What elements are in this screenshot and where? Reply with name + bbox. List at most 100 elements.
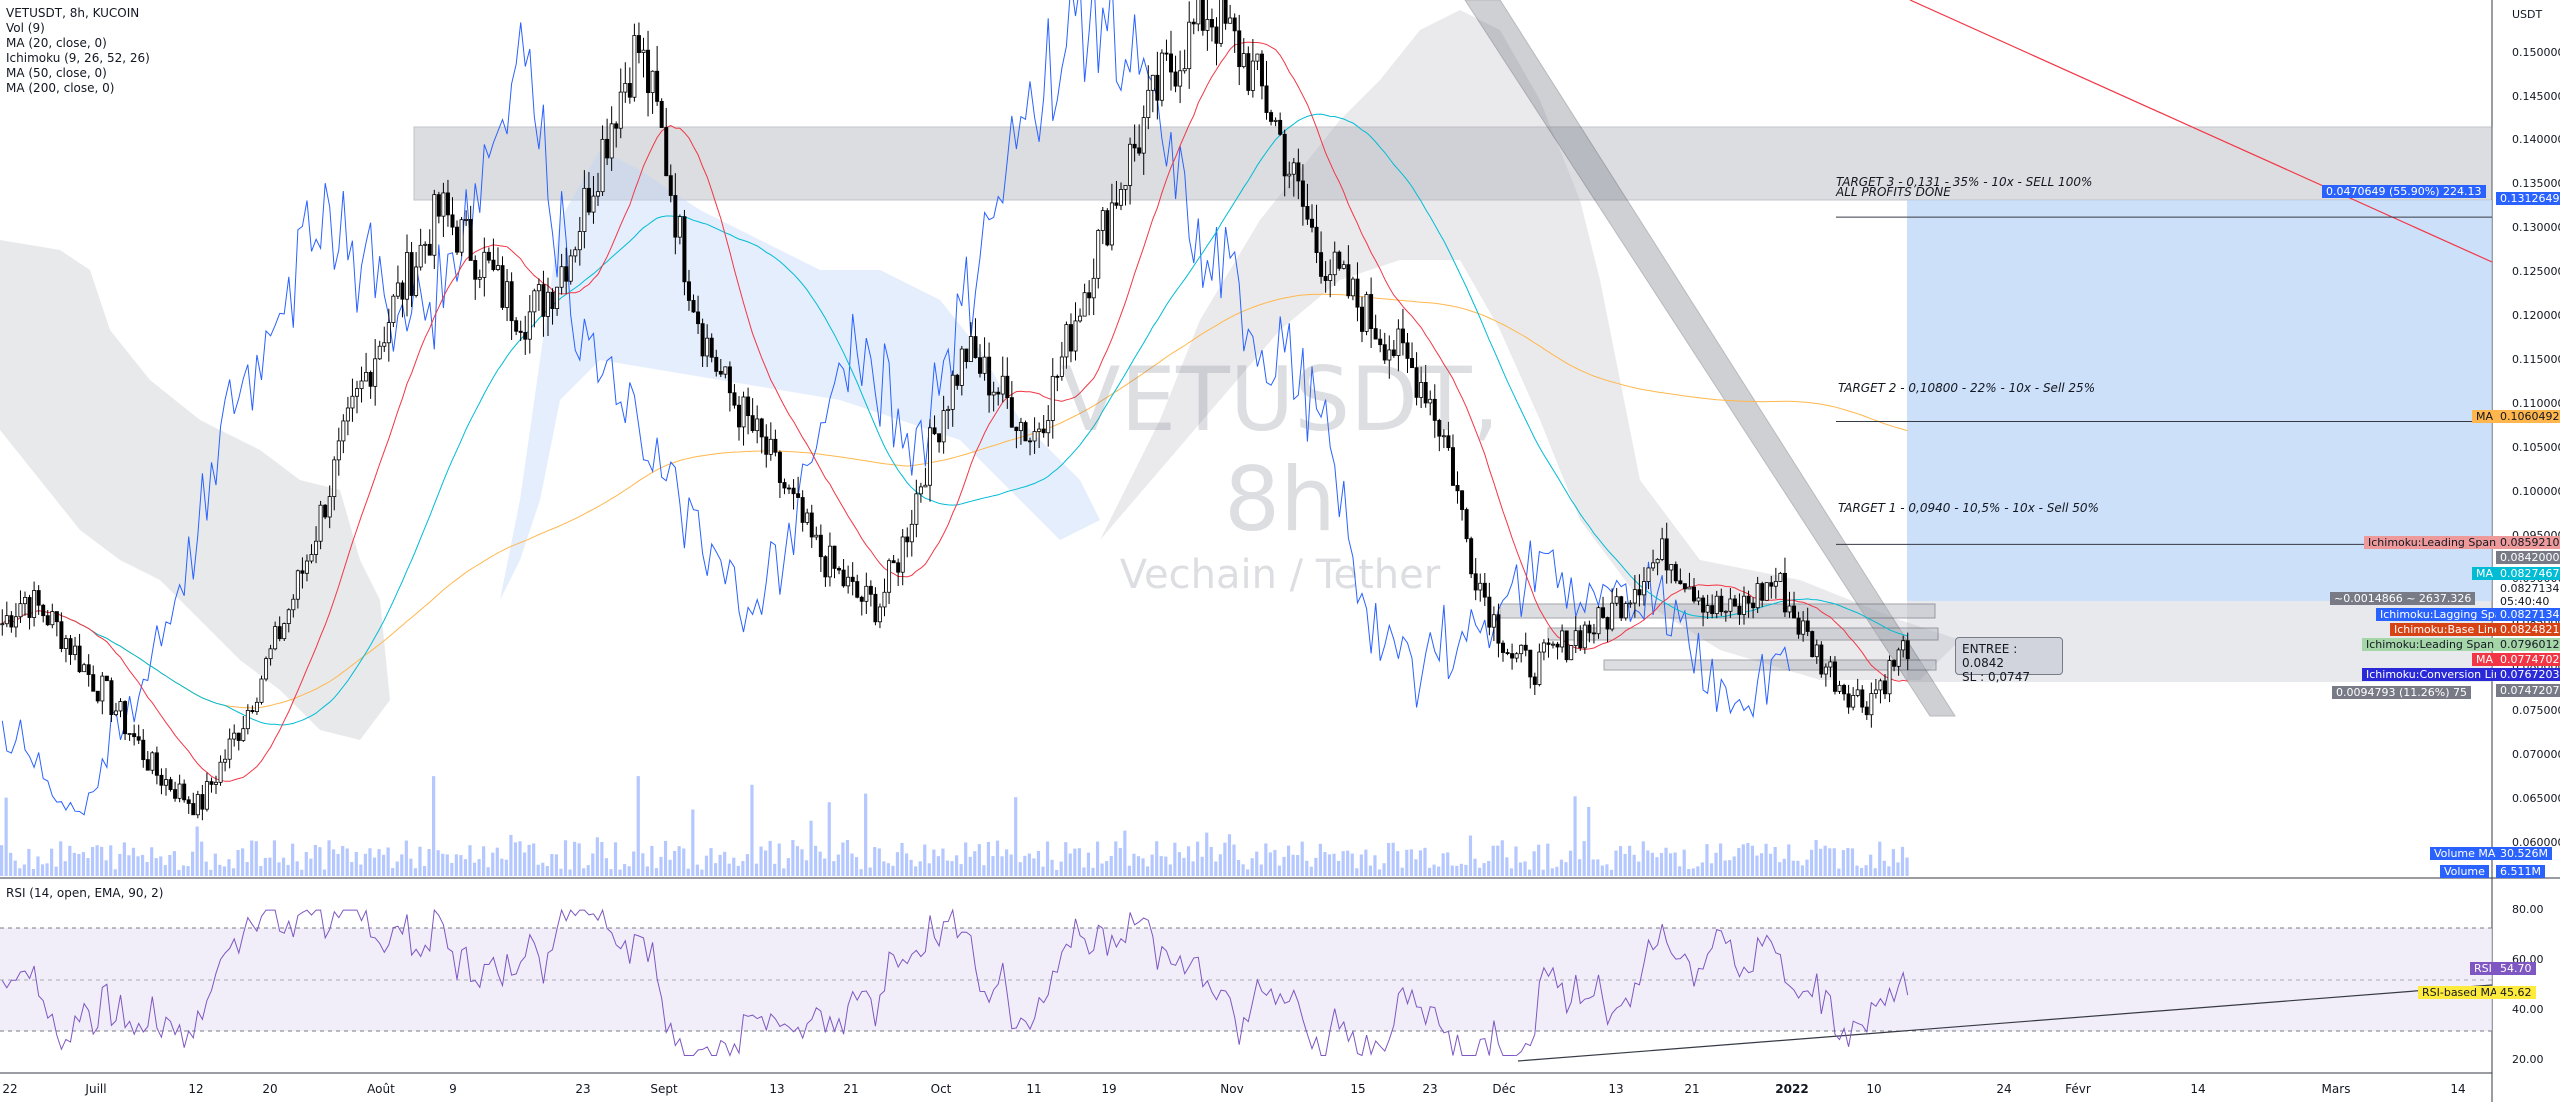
volume-bar (950, 861, 954, 876)
legend-indicator-vol[interactable]: Vol (9) (6, 21, 45, 35)
legend-indicator-ma200[interactable]: MA (200, close, 0) (6, 81, 115, 95)
volume-bar (236, 849, 240, 876)
candle-body (1696, 597, 1701, 602)
candle-body (1487, 596, 1492, 628)
volume-bar (1246, 869, 1250, 876)
volume-bar (522, 852, 527, 876)
volume-bar (814, 845, 818, 876)
candle-body (636, 35, 641, 53)
candle-body (1091, 277, 1096, 299)
volume-bar (209, 869, 213, 876)
legend-indicator-ma50[interactable]: MA (50, close, 0) (6, 66, 107, 80)
range-measure-label[interactable]: ~0.0014866 ~ 2637.326 (2330, 592, 2476, 605)
volume-bar (363, 853, 367, 876)
candle-body (1264, 85, 1269, 113)
candle-body (527, 311, 532, 340)
volume-bar (1095, 841, 1100, 876)
target3-label[interactable]: TARGET 3 - 0,131 - 35% - 10x - SELL 100% (1836, 175, 2093, 189)
volume-bar (427, 848, 431, 876)
volume-bar (1127, 865, 1131, 876)
volume-bar (1132, 853, 1136, 876)
rsi-ma-tag-name: RSI-based MA (2418, 986, 2502, 999)
time-axis-label: Déc (1492, 1082, 1516, 1096)
resistance-zone[interactable] (413, 126, 2493, 201)
volume-bar (1409, 849, 1413, 876)
candle-body (1523, 644, 1528, 651)
candle-body (245, 710, 250, 730)
candle-body (1801, 620, 1806, 635)
volume-bar (263, 857, 267, 876)
volume-bar (163, 865, 167, 876)
target-zone[interactable] (1907, 200, 2492, 601)
candle-body (668, 175, 673, 196)
support-box-2[interactable] (1547, 627, 1939, 641)
long-trendline[interactable] (1909, 0, 2493, 263)
volume-bar (432, 776, 436, 876)
candle-body (714, 356, 719, 372)
candle-body (36, 590, 41, 606)
candle-body (345, 407, 350, 422)
entry-box[interactable]: ENTREE : 0.0842 SL : 0,0747 (1955, 637, 2063, 684)
volume-bar (1241, 864, 1245, 876)
legend-symbol[interactable]: VETUSDT, 8h, KUCOIN (6, 6, 140, 20)
volume-bar (636, 776, 640, 876)
volume-bar (1496, 845, 1500, 876)
candle-body (837, 568, 842, 571)
candle-body (1155, 74, 1160, 101)
candle-body (877, 606, 882, 623)
legend-indicator-ichimoku[interactable]: Ichimoku (9, 26, 52, 26) (6, 51, 150, 65)
candle-body (314, 540, 319, 555)
descending-channel[interactable] (1464, 0, 1956, 717)
currency-label[interactable]: USDT (2512, 8, 2543, 21)
volume-bar (318, 847, 322, 876)
lagging-span-line (1, 0, 1790, 816)
long-profit-label[interactable]: 0.0470649 (55.90%) 224.13 (2322, 185, 2486, 198)
candle-body (1255, 53, 1260, 62)
volume-bar (0, 845, 4, 876)
volume-bar (1309, 866, 1313, 876)
volume-bar (1687, 869, 1691, 876)
candle-body (386, 322, 391, 344)
candle-body (1446, 435, 1451, 449)
rsi-trendline[interactable] (1517, 984, 2493, 1062)
candle-body (1364, 294, 1369, 332)
rsi-axis-label: 40.00 (2512, 1003, 2544, 1017)
target2-label[interactable]: TARGET 2 - 0,10800 - 22% - 10x - Sell 25… (1838, 381, 2096, 395)
candle-body (1232, 17, 1237, 32)
candle-body (973, 336, 978, 359)
volume-bar (63, 861, 67, 876)
candle-body (1046, 420, 1051, 434)
target3-note[interactable]: ALL PROFITS DONE (1836, 185, 1951, 199)
candle-body (1814, 644, 1819, 658)
volume-bar (272, 840, 277, 876)
candle-body (204, 781, 209, 810)
price-axis-label: 0.1250000 (2512, 265, 2560, 279)
volume-bar (1377, 869, 1382, 876)
volume-bar (704, 855, 709, 876)
candle-body (523, 332, 528, 340)
candle-body (736, 404, 741, 428)
volume-bar (1882, 860, 1886, 876)
target1-label[interactable]: TARGET 1 - 0,0940 - 10,5% - 10x - Sell 5… (1838, 501, 2099, 515)
volume-bar (1532, 851, 1536, 876)
candle-body (1878, 680, 1883, 691)
volume-bar (1709, 863, 1714, 876)
long-risk-label[interactable]: 0.0094793 (11.26%) 75 (2332, 686, 2472, 699)
candle-body (800, 497, 805, 523)
volume-bar (341, 846, 345, 876)
rsi-legend[interactable]: RSI (14, open, EMA, 90, 2) (6, 886, 164, 900)
candle-body (177, 783, 182, 799)
candle-body (1387, 349, 1392, 361)
volume-bar (1582, 841, 1586, 876)
candle-body (1864, 706, 1869, 716)
candle-body (104, 675, 109, 682)
volume-bar (1787, 844, 1791, 876)
price-axis-label: 0.1100000 (2512, 396, 2560, 410)
volume-bar (804, 860, 809, 876)
candle-body (573, 249, 578, 257)
candle-body (1400, 328, 1405, 344)
candle-body (932, 427, 937, 435)
legend-indicator-ma20[interactable]: MA (20, close, 0) (6, 36, 107, 50)
candle-body (1128, 143, 1133, 186)
